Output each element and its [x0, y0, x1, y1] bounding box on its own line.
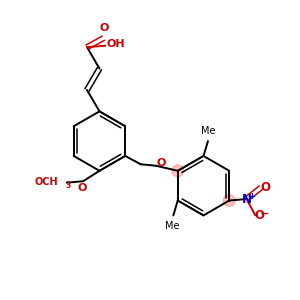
- Text: 3: 3: [65, 181, 70, 190]
- Text: +: +: [248, 192, 255, 201]
- Text: −: −: [260, 208, 270, 219]
- Text: O: O: [255, 209, 265, 222]
- Text: Me: Me: [166, 221, 180, 231]
- Text: OCH: OCH: [34, 177, 58, 187]
- Circle shape: [223, 195, 235, 206]
- Text: N: N: [242, 193, 252, 206]
- Text: Me: Me: [201, 126, 216, 136]
- Text: O: O: [99, 23, 109, 33]
- Circle shape: [172, 165, 184, 177]
- Text: O: O: [78, 183, 87, 193]
- Text: O: O: [157, 158, 166, 168]
- Text: OH: OH: [106, 39, 125, 49]
- Text: O: O: [260, 181, 270, 194]
